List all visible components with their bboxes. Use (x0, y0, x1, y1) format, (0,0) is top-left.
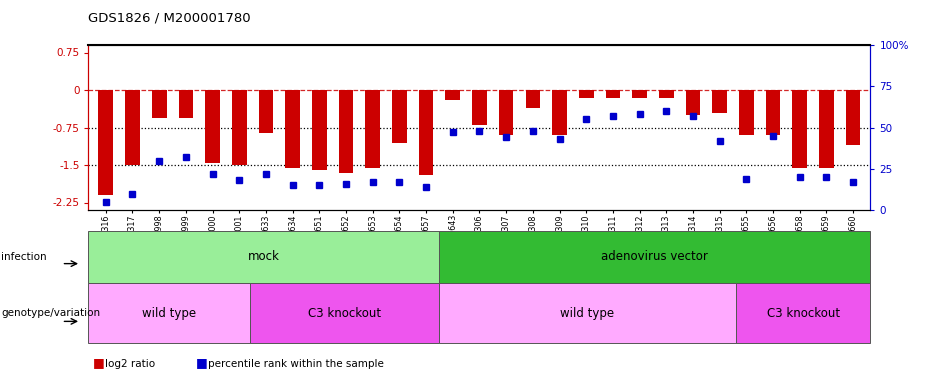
Bar (819, 90, 834, 168)
Bar (765, 90, 780, 135)
Text: C3 knockout: C3 knockout (308, 307, 381, 320)
Bar (445, 90, 460, 100)
Bar (472, 90, 487, 125)
Bar (632, 90, 647, 98)
Text: infection: infection (1, 252, 47, 262)
Text: C3 knockout: C3 knockout (766, 307, 840, 320)
Bar (792, 90, 807, 168)
Bar (685, 90, 700, 115)
Bar (739, 90, 754, 135)
Bar (735, 283, 870, 343)
Text: wild type: wild type (560, 307, 614, 320)
Text: log2 ratio: log2 ratio (105, 359, 155, 369)
Bar (205, 90, 220, 162)
Bar (579, 90, 594, 98)
Bar (250, 283, 439, 343)
Bar (525, 90, 540, 108)
Bar (552, 90, 567, 135)
Bar (392, 90, 407, 142)
Bar (439, 283, 735, 343)
Bar (845, 90, 860, 145)
Bar (152, 90, 167, 117)
Text: adenovirus vector: adenovirus vector (601, 251, 708, 263)
Text: mock: mock (248, 251, 279, 263)
Bar (439, 231, 870, 283)
Text: genotype/variation: genotype/variation (1, 308, 100, 318)
Text: GDS1826 / M200001780: GDS1826 / M200001780 (88, 11, 251, 24)
Bar (259, 90, 274, 132)
Bar (605, 90, 620, 98)
Bar (285, 90, 300, 168)
Text: percentile rank within the sample: percentile rank within the sample (208, 359, 384, 369)
Bar (88, 283, 250, 343)
Bar (419, 90, 434, 175)
Text: wild type: wild type (142, 307, 196, 320)
Text: ■: ■ (93, 356, 105, 369)
Bar (232, 90, 247, 165)
Bar (125, 90, 140, 165)
Bar (312, 90, 327, 170)
Bar (179, 90, 194, 117)
Bar (339, 90, 354, 172)
Bar (659, 90, 674, 98)
Bar (712, 90, 727, 112)
Text: ■: ■ (196, 356, 208, 369)
Bar (365, 90, 380, 168)
Bar (88, 231, 439, 283)
Bar (499, 90, 514, 135)
Bar (99, 90, 114, 195)
